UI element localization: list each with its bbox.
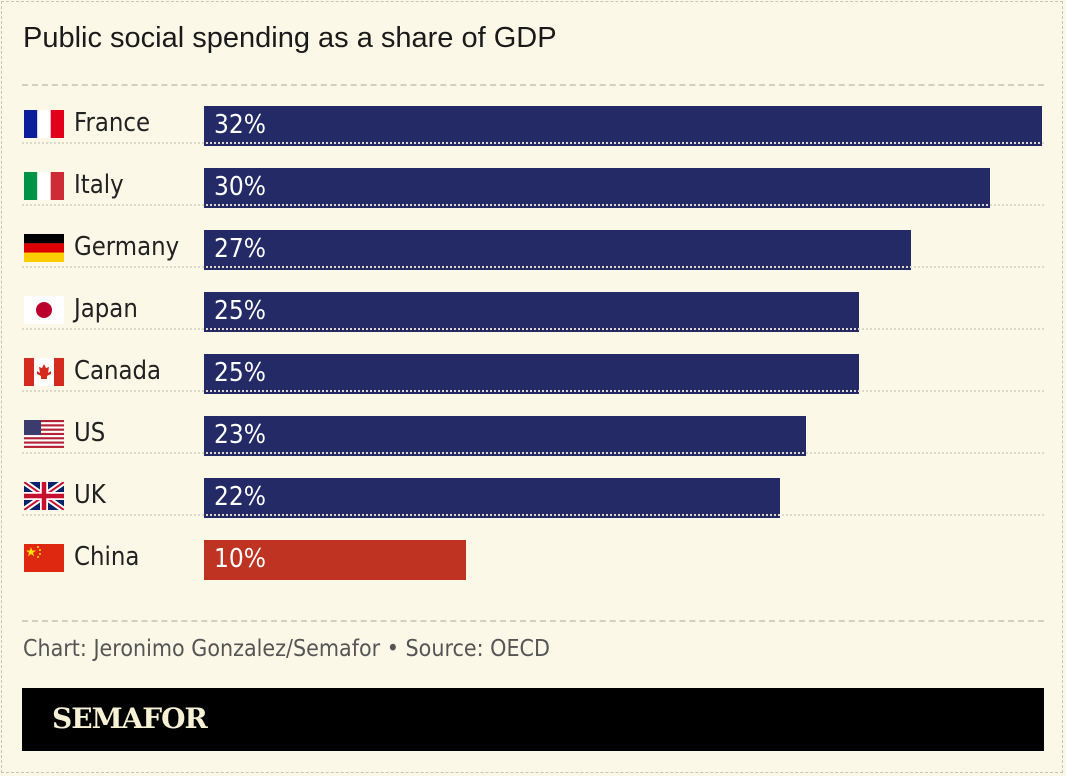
data-label: 32% bbox=[214, 110, 267, 140]
bar: 32% bbox=[204, 106, 1042, 146]
bar: 23% bbox=[204, 416, 807, 456]
row-separator bbox=[22, 328, 1044, 330]
divider bbox=[22, 84, 1044, 86]
uk-flag-icon bbox=[24, 482, 64, 510]
bar-row-us: US 23% bbox=[0, 416, 1066, 456]
data-label: 25% bbox=[214, 296, 267, 326]
category-label: US bbox=[74, 418, 106, 448]
bar: 10% bbox=[204, 540, 466, 580]
data-label: 30% bbox=[214, 172, 267, 202]
bar-row-italy: Italy 30% bbox=[0, 168, 1066, 208]
divider bbox=[22, 620, 1044, 622]
category-label: UK bbox=[74, 480, 106, 510]
bar-row-canada: Canada 25% bbox=[0, 354, 1066, 394]
bar-row-france: France 32% bbox=[0, 106, 1066, 146]
bar: 25% bbox=[204, 292, 859, 332]
bar-row-china: China 10% bbox=[0, 540, 1066, 580]
france-flag-icon bbox=[24, 110, 64, 138]
italy-flag-icon bbox=[24, 172, 64, 200]
row-separator bbox=[22, 452, 1044, 454]
data-label: 25% bbox=[214, 358, 267, 388]
category-label: Italy bbox=[74, 170, 124, 200]
row-separator bbox=[22, 142, 1044, 144]
row-separator bbox=[22, 514, 1044, 516]
us-flag-icon bbox=[24, 420, 64, 448]
data-label: 23% bbox=[214, 420, 267, 450]
bar-row-uk: UK 22% bbox=[0, 478, 1066, 518]
category-label: Canada bbox=[74, 356, 162, 386]
bar: 30% bbox=[204, 168, 990, 208]
source-note: Chart: Jeronimo Gonzalez/Semafor • Sourc… bbox=[23, 636, 550, 662]
category-label: China bbox=[74, 542, 140, 572]
data-label: 22% bbox=[214, 482, 267, 512]
bar-row-japan: Japan 25% bbox=[0, 292, 1066, 332]
germany-flag-icon bbox=[24, 234, 64, 262]
category-label: Germany bbox=[74, 232, 180, 262]
brand-banner: SEMAFOR bbox=[22, 688, 1044, 751]
data-label: 10% bbox=[214, 544, 267, 574]
data-label: 27% bbox=[214, 234, 267, 264]
bar: 25% bbox=[204, 354, 859, 394]
row-separator bbox=[22, 266, 1044, 268]
row-separator bbox=[22, 204, 1044, 206]
semafor-logo: SEMAFOR bbox=[52, 702, 208, 735]
row-separator bbox=[22, 390, 1044, 392]
bar: 27% bbox=[204, 230, 912, 270]
bar: 22% bbox=[204, 478, 781, 518]
category-label: Japan bbox=[74, 294, 138, 324]
china-flag-icon bbox=[24, 544, 64, 572]
category-label: France bbox=[74, 108, 151, 138]
chart-title: Public social spending as a share of GDP bbox=[23, 22, 557, 54]
bar-row-germany: Germany 27% bbox=[0, 230, 1066, 270]
canada-flag-icon bbox=[24, 358, 64, 386]
japan-flag-icon bbox=[24, 296, 64, 324]
